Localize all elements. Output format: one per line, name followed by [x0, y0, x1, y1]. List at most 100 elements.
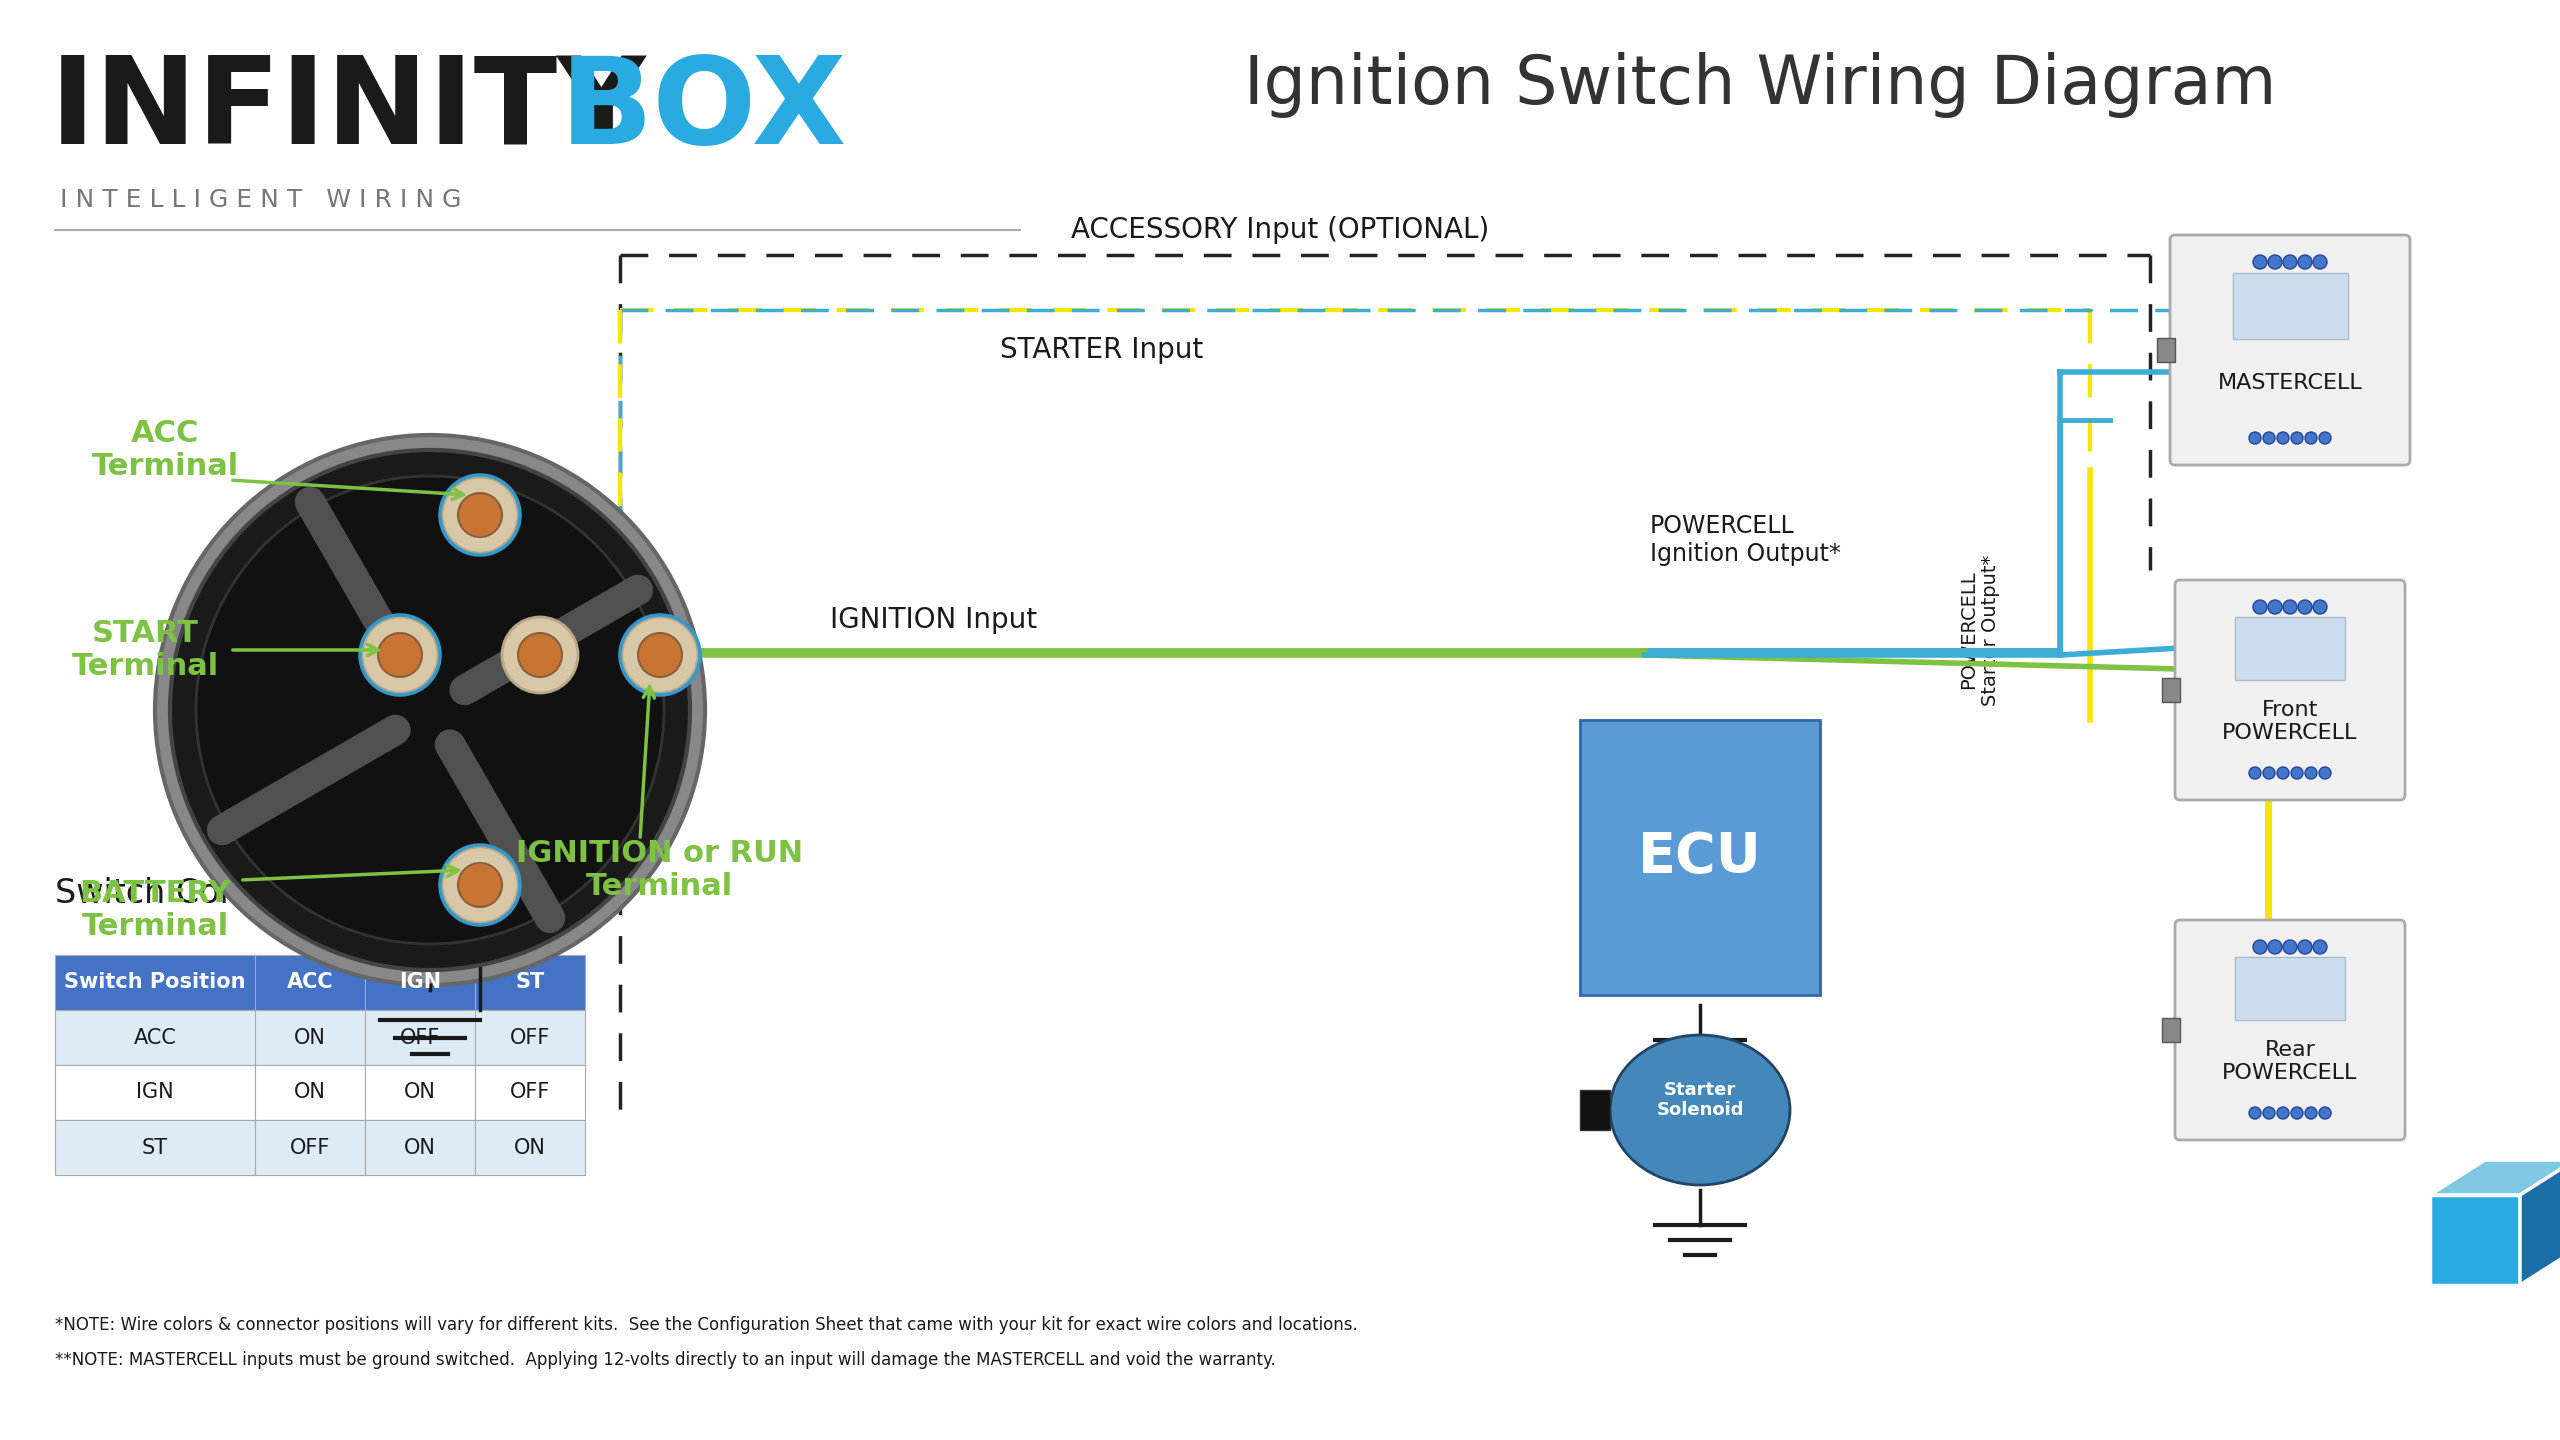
Bar — [2163, 678, 2181, 701]
Bar — [54, 1009, 256, 1066]
Circle shape — [443, 847, 517, 923]
Bar — [256, 1120, 366, 1175]
Circle shape — [2268, 940, 2281, 953]
Text: **NOTE: MASTERCELL inputs must be ground switched.  Applying 12-volts directly t: **NOTE: MASTERCELL inputs must be ground… — [54, 1351, 1275, 1369]
Bar — [476, 1066, 586, 1120]
Circle shape — [2319, 768, 2332, 779]
Bar — [366, 1120, 476, 1175]
Circle shape — [2319, 1107, 2332, 1119]
Circle shape — [2253, 600, 2268, 613]
Circle shape — [2250, 432, 2260, 444]
Circle shape — [458, 492, 502, 537]
Text: ACC
Terminal: ACC Terminal — [92, 419, 238, 481]
Bar — [256, 1009, 366, 1066]
Circle shape — [2253, 255, 2268, 269]
Circle shape — [2263, 1107, 2276, 1119]
Text: ON: ON — [404, 1138, 435, 1158]
Circle shape — [2314, 600, 2327, 613]
Polygon shape — [2519, 1161, 2560, 1284]
Circle shape — [361, 616, 438, 693]
Circle shape — [197, 477, 663, 945]
FancyBboxPatch shape — [2171, 235, 2409, 465]
Text: ACC: ACC — [287, 972, 333, 992]
Text: BOX: BOX — [561, 52, 847, 168]
Text: OFF: OFF — [399, 1028, 440, 1047]
Text: I N T E L L I G E N T   W I R I N G: I N T E L L I G E N T W I R I N G — [59, 189, 461, 212]
Circle shape — [2284, 255, 2296, 269]
Circle shape — [156, 435, 704, 985]
Circle shape — [2276, 768, 2289, 779]
Text: ON: ON — [294, 1083, 325, 1103]
Circle shape — [2276, 432, 2289, 444]
Polygon shape — [2429, 1195, 2519, 1284]
Bar — [2235, 956, 2345, 1020]
Bar — [476, 955, 586, 1009]
Text: Starter
Solenoid: Starter Solenoid — [1656, 1080, 1743, 1119]
Text: OFF: OFF — [289, 1138, 330, 1158]
Bar — [1580, 1090, 1610, 1130]
Text: INFINITY: INFINITY — [51, 52, 648, 168]
Text: POWERCELL
Starter Output*: POWERCELL Starter Output* — [1958, 554, 1999, 706]
Text: Front
POWERCELL: Front POWERCELL — [2222, 700, 2358, 743]
Circle shape — [2304, 1107, 2317, 1119]
Circle shape — [2250, 1107, 2260, 1119]
Text: MASTERCELL: MASTERCELL — [2217, 373, 2363, 393]
Bar — [2158, 338, 2176, 361]
Text: ACC: ACC — [133, 1028, 177, 1047]
Circle shape — [2268, 255, 2281, 269]
Bar — [256, 1066, 366, 1120]
Text: Rear
POWERCELL: Rear POWERCELL — [2222, 1040, 2358, 1083]
Text: ON: ON — [294, 1028, 325, 1047]
Text: IGN: IGN — [136, 1083, 174, 1103]
Circle shape — [2314, 255, 2327, 269]
Text: GROUND: GROUND — [369, 1090, 492, 1117]
Bar — [2163, 1018, 2181, 1043]
Circle shape — [502, 616, 579, 693]
Text: ST: ST — [515, 972, 545, 992]
Text: ON: ON — [404, 1083, 435, 1103]
Circle shape — [2276, 1107, 2289, 1119]
Circle shape — [2253, 940, 2268, 953]
Bar — [366, 1066, 476, 1120]
Text: Ignition Switch Wiring Diagram: Ignition Switch Wiring Diagram — [1244, 52, 2276, 118]
Text: ECU: ECU — [1638, 831, 1761, 884]
Circle shape — [2250, 768, 2260, 779]
Circle shape — [2299, 600, 2312, 613]
Circle shape — [2263, 768, 2276, 779]
Text: START
Terminal: START Terminal — [72, 619, 218, 681]
Bar — [366, 1009, 476, 1066]
Circle shape — [2304, 432, 2317, 444]
Bar — [2232, 274, 2348, 338]
Bar — [54, 1066, 256, 1120]
Circle shape — [2291, 1107, 2304, 1119]
Bar — [366, 955, 476, 1009]
Circle shape — [443, 477, 517, 553]
Circle shape — [2268, 600, 2281, 613]
Ellipse shape — [1610, 1035, 1789, 1185]
FancyBboxPatch shape — [2176, 920, 2404, 1140]
Text: IGN: IGN — [399, 972, 440, 992]
Circle shape — [622, 616, 699, 693]
Circle shape — [2319, 432, 2332, 444]
Bar — [54, 955, 256, 1009]
Circle shape — [2291, 768, 2304, 779]
Circle shape — [2284, 600, 2296, 613]
Circle shape — [2263, 432, 2276, 444]
Text: STARTER Input: STARTER Input — [1001, 336, 1203, 364]
Text: ST: ST — [141, 1138, 169, 1158]
Text: IGNITION or RUN
Terminal: IGNITION or RUN Terminal — [517, 838, 804, 901]
Bar — [54, 1120, 256, 1175]
Circle shape — [2304, 768, 2317, 779]
Text: Switch Conditions: Switch Conditions — [54, 877, 353, 910]
Text: OFF: OFF — [509, 1083, 550, 1103]
Bar — [2235, 616, 2345, 680]
Text: IGNITION Input: IGNITION Input — [829, 606, 1037, 634]
Circle shape — [2299, 940, 2312, 953]
Text: OFF: OFF — [509, 1028, 550, 1047]
Bar — [476, 1009, 586, 1066]
Circle shape — [379, 634, 422, 677]
Polygon shape — [2429, 1161, 2560, 1195]
Circle shape — [2291, 432, 2304, 444]
Bar — [256, 955, 366, 1009]
Bar — [1580, 720, 1820, 995]
